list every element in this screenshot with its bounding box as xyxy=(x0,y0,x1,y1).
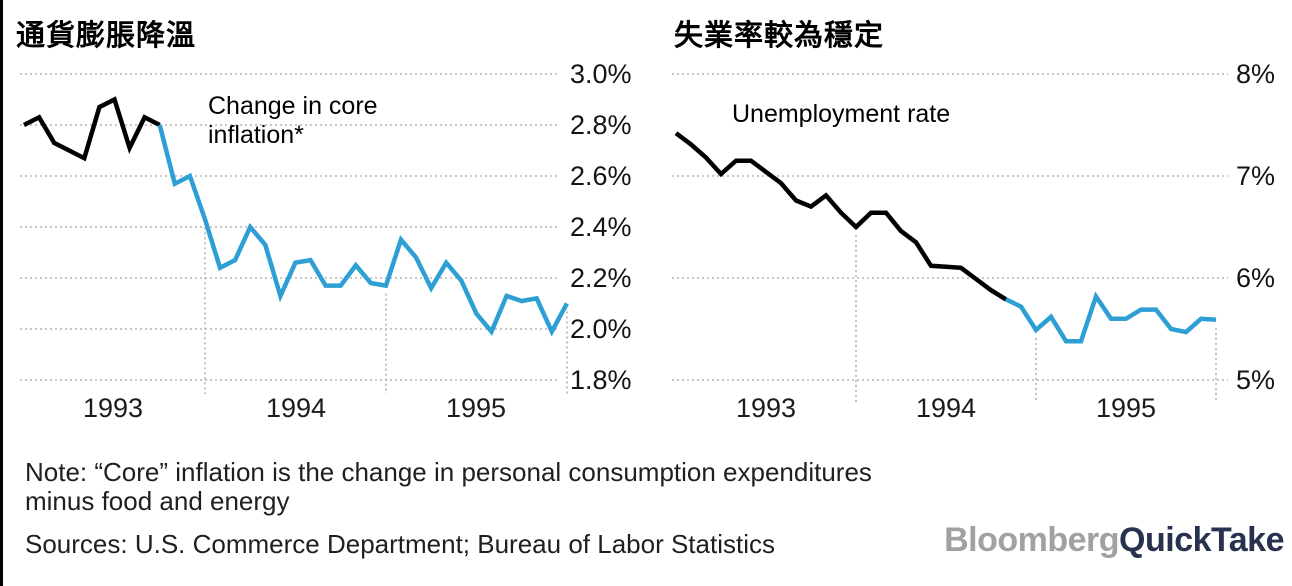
chart-title-inflation: 通貨膨脹降溫 xyxy=(16,20,197,52)
chart-title-unemployment: 失業率較為穩定 xyxy=(674,20,885,52)
y-tick-label: 8% xyxy=(1236,59,1275,89)
data-line-early xyxy=(22,96,161,162)
sources-text: Sources: U.S. Commerce Department; Burea… xyxy=(25,529,775,559)
y-tick-label: 2.8% xyxy=(570,110,632,140)
x-tick-label: 1994 xyxy=(266,393,326,423)
x-tick-label: 1994 xyxy=(916,393,976,423)
data-line-late xyxy=(1005,291,1217,344)
y-tick-label: 2.0% xyxy=(570,314,632,344)
x-tick-label: 1995 xyxy=(1096,393,1156,423)
data-line-late xyxy=(157,124,569,337)
x-tick-label: 1995 xyxy=(446,393,506,423)
series-label: Unemployment rate xyxy=(732,100,950,128)
series-label: Change in core xyxy=(208,92,378,120)
logo-bloomberg: Bloomberg xyxy=(944,521,1120,559)
y-tick-label: 3.0% xyxy=(570,59,632,89)
chart-core-inflation: 3.0% 2.8% 2.6% 2.4% 2.2% 2.0% 1.8% 1993 1994 1995… xyxy=(20,59,632,423)
y-tick-label: 5% xyxy=(1236,365,1275,395)
y-tick-label: 2.6% xyxy=(570,161,632,191)
logo-quicktake: QuickTake xyxy=(1119,521,1284,559)
chart-unemployment: 8% 7% 6% 5% 1993 1994 1995 Unemployment rate xyxy=(672,59,1275,423)
y-tick-label: 1.8% xyxy=(570,365,632,395)
y-tick-label: 7% xyxy=(1236,161,1275,191)
x-tick-label: 1993 xyxy=(736,393,796,423)
left-edge-border xyxy=(0,0,3,586)
x-tick-label: 1993 xyxy=(83,393,143,423)
series-label: inflation* xyxy=(208,121,304,149)
y-tick-label: 6% xyxy=(1236,263,1275,293)
bloomberg-quicktake-logo: BloombergQuickTake xyxy=(944,521,1284,560)
note-line-2: minus food and energy xyxy=(25,486,290,516)
note-line-1: Note: “Core” inflation is the change in … xyxy=(25,457,872,487)
y-tick-label: 2.2% xyxy=(570,263,632,293)
data-line-early xyxy=(674,131,1008,302)
note-text: Note: “Core” inflation is the change in … xyxy=(25,458,872,516)
y-tick-label: 2.4% xyxy=(570,212,632,242)
